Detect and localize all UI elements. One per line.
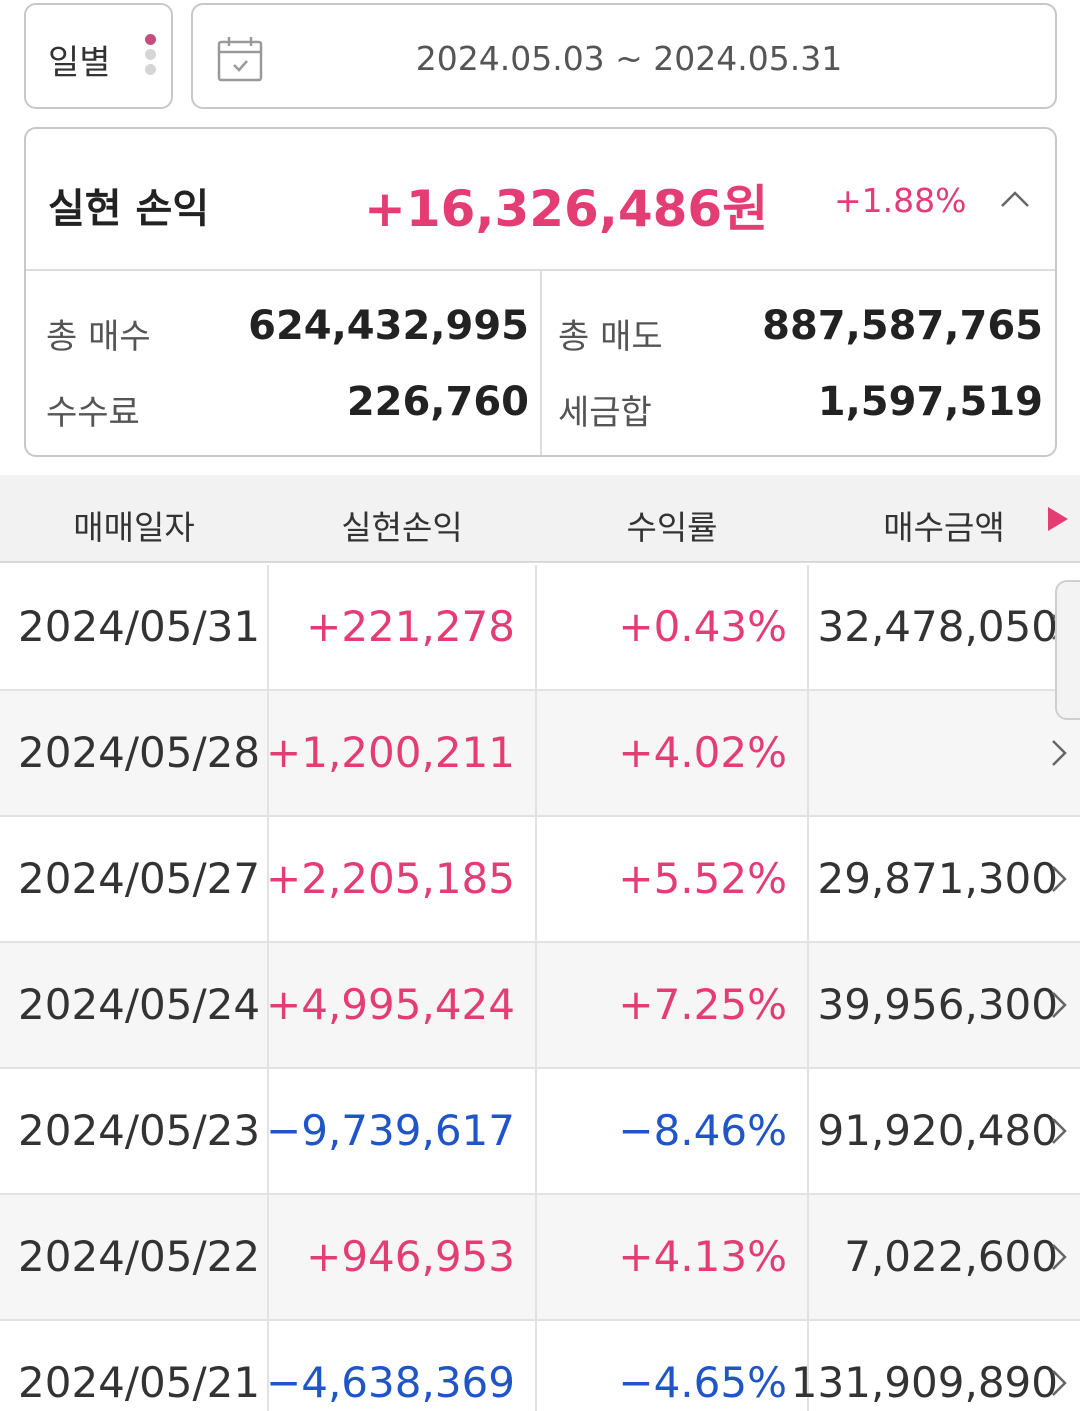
total-sell-label: 총 매도 bbox=[558, 317, 663, 357]
summary-details: 총 매수 624,432,995 총 매도 887,587,765 수수료 22… bbox=[26, 271, 1055, 455]
trade-date: 2024/05/28 bbox=[18, 728, 261, 777]
chevron-right-icon[interactable] bbox=[1050, 737, 1068, 769]
buy-amount: 131,909,890 bbox=[790, 1358, 1058, 1407]
trade-date: 2024/05/27 bbox=[18, 854, 261, 903]
realized-pnl: −4,638,369 bbox=[266, 1358, 515, 1407]
return-rate: +7.25% bbox=[618, 980, 787, 1029]
header-trade-date: 매매일자 bbox=[73, 508, 195, 547]
chevron-right-icon[interactable] bbox=[1050, 1367, 1068, 1399]
return-rate: +5.52% bbox=[618, 854, 787, 903]
return-rate: −8.46% bbox=[618, 1106, 787, 1155]
column-divider bbox=[267, 565, 269, 689]
column-divider bbox=[807, 943, 809, 1067]
table-header: 매매일자 실현손익 수익률 매수금액 bbox=[0, 475, 1080, 563]
realized-pnl: +221,278 bbox=[306, 602, 515, 651]
total-buy-label: 총 매수 bbox=[46, 317, 151, 357]
header-realized-pnl: 실현손익 bbox=[341, 508, 463, 547]
trade-date: 2024/05/24 bbox=[18, 980, 261, 1029]
column-divider bbox=[535, 1195, 537, 1319]
buy-amount: 7,022,600 bbox=[844, 1232, 1058, 1281]
chevron-right-icon[interactable] bbox=[1050, 1115, 1068, 1147]
summary-divider bbox=[540, 271, 542, 455]
chevron-up-icon[interactable] bbox=[1000, 189, 1030, 209]
column-divider bbox=[807, 817, 809, 941]
summary-title: 실현 손익 bbox=[48, 186, 210, 232]
column-divider bbox=[807, 565, 809, 689]
column-divider bbox=[267, 817, 269, 941]
trade-date: 2024/05/31 bbox=[18, 602, 261, 651]
tax-value: 1,597,519 bbox=[817, 379, 1043, 425]
realized-pnl-summary: 실현 손익 +16,326,486원 +1.88% 총 매수 624,432,9… bbox=[24, 127, 1057, 457]
return-rate: −4.65% bbox=[618, 1358, 787, 1407]
side-scroll-handle[interactable] bbox=[1055, 580, 1080, 720]
return-rate: +4.13% bbox=[618, 1232, 787, 1281]
column-divider bbox=[807, 691, 809, 815]
summary-amount: +16,326,486원 bbox=[364, 180, 769, 238]
summary-header[interactable]: 실현 손익 +16,326,486원 +1.88% bbox=[26, 129, 1055, 271]
buy-amount: 91,920,480 bbox=[817, 1106, 1058, 1155]
fee-value: 226,760 bbox=[346, 379, 529, 425]
return-rate: +4.02% bbox=[618, 728, 787, 777]
column-divider bbox=[807, 1195, 809, 1319]
column-divider bbox=[267, 1069, 269, 1193]
table-row[interactable]: 2024/05/24 +4,995,424 +7.25% 39,956,300 bbox=[0, 943, 1080, 1069]
column-divider bbox=[535, 691, 537, 815]
header-buy-amount: 매수금액 bbox=[883, 508, 1005, 547]
column-divider bbox=[267, 943, 269, 1067]
column-divider bbox=[267, 691, 269, 815]
period-selector[interactable]: 일별 bbox=[24, 3, 173, 109]
buy-amount: 29,871,300 bbox=[817, 854, 1058, 903]
table-row[interactable]: 2024/05/22 +946,953 +4.13% 7,022,600 bbox=[0, 1195, 1080, 1321]
total-sell-value: 887,587,765 bbox=[762, 303, 1043, 349]
calendar-icon bbox=[217, 37, 263, 82]
realized-pnl: +4,995,424 bbox=[266, 980, 515, 1029]
buy-amount: 39,956,300 bbox=[817, 980, 1058, 1029]
header-return-rate: 수익률 bbox=[626, 508, 718, 547]
table-row[interactable]: 2024/05/27 +2,205,185 +5.52% 29,871,300 bbox=[0, 817, 1080, 943]
period-toggle-icon bbox=[145, 34, 159, 79]
column-divider bbox=[535, 1069, 537, 1193]
fee-label: 수수료 bbox=[46, 393, 140, 433]
trade-date: 2024/05/22 bbox=[18, 1232, 261, 1281]
realized-pnl: +1,200,211 bbox=[266, 728, 515, 777]
column-divider bbox=[267, 1195, 269, 1319]
column-divider bbox=[807, 1069, 809, 1193]
table-row[interactable]: 2024/05/23 −9,739,617 −8.46% 91,920,480 bbox=[0, 1069, 1080, 1195]
return-rate: +0.43% bbox=[618, 602, 787, 651]
period-label: 일별 bbox=[48, 43, 111, 83]
summary-rate: +1.88% bbox=[834, 181, 967, 220]
table-row[interactable]: 2024/05/28 +1,200,211 +4.02% bbox=[0, 691, 1080, 817]
trade-date: 2024/05/21 bbox=[18, 1358, 261, 1407]
column-divider bbox=[535, 1321, 537, 1411]
date-range-picker[interactable]: 2024.05.03 ~ 2024.05.31 bbox=[191, 3, 1057, 109]
tax-label: 세금합 bbox=[558, 393, 652, 433]
table-row[interactable]: 2024/05/21 −4,638,369 −4.65% 131,909,890 bbox=[0, 1321, 1080, 1411]
realized-pnl: +946,953 bbox=[306, 1232, 515, 1281]
column-divider bbox=[535, 817, 537, 941]
realized-pnl: +2,205,185 bbox=[266, 854, 515, 903]
trade-date: 2024/05/23 bbox=[18, 1106, 261, 1155]
table-row[interactable]: 2024/05/31 +221,278 +0.43% 32,478,050 bbox=[0, 565, 1080, 691]
column-divider bbox=[535, 943, 537, 1067]
scroll-right-arrow-icon[interactable] bbox=[1046, 505, 1070, 533]
column-divider bbox=[807, 1321, 809, 1411]
chevron-right-icon[interactable] bbox=[1050, 863, 1068, 895]
buy-amount: 32,478,050 bbox=[817, 602, 1058, 651]
column-divider bbox=[535, 565, 537, 689]
total-buy-value: 624,432,995 bbox=[248, 303, 529, 349]
chevron-right-icon[interactable] bbox=[1050, 989, 1068, 1021]
realized-pnl: −9,739,617 bbox=[266, 1106, 515, 1155]
date-range-text: 2024.05.03 ~ 2024.05.31 bbox=[415, 39, 843, 78]
column-divider bbox=[267, 1321, 269, 1411]
chevron-right-icon[interactable] bbox=[1050, 1241, 1068, 1273]
table-body: 2024/05/31 +221,278 +0.43% 32,478,050 2024/0… bbox=[0, 565, 1080, 1411]
